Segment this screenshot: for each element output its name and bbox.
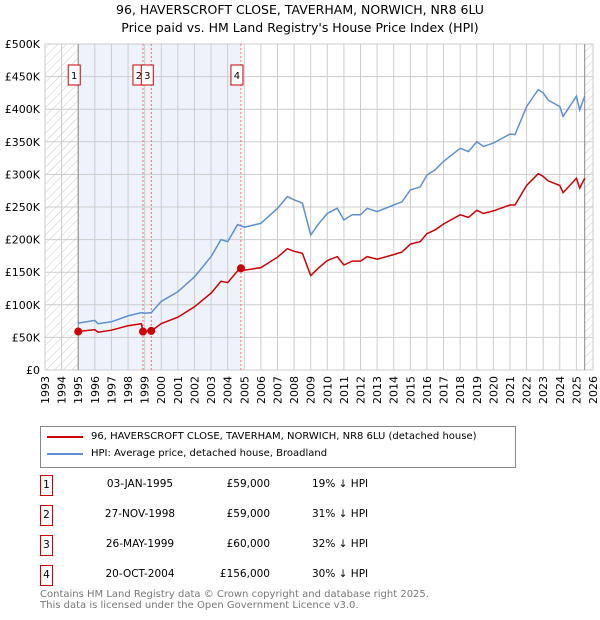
- sale-label-box: [140, 64, 154, 86]
- sale-price: £156,000: [219, 568, 270, 580]
- x-tick-label: 1995: [72, 376, 85, 404]
- y-tick-label: £50K: [12, 331, 41, 344]
- y-tick-label: £250K: [5, 201, 41, 214]
- sale-number-badge: 2: [40, 505, 53, 526]
- y-tick-label: £400K: [5, 103, 41, 116]
- x-tick-label: 2015: [404, 376, 417, 404]
- x-tick-label: 2019: [471, 376, 484, 404]
- y-tick-label: £200K: [5, 234, 41, 247]
- x-tick-label: 2025: [570, 376, 583, 404]
- property-price-line: [78, 172, 586, 333]
- sale-hpi-diff: 19% ↓ HPI: [312, 478, 369, 490]
- table-row: 1 03-JAN-1995 £59,000 19% ↓ HPI: [40, 475, 440, 496]
- x-tick-label: 2023: [537, 376, 550, 404]
- x-tick-label: 1997: [105, 376, 118, 404]
- sale-label-box: [230, 64, 244, 86]
- x-tick-label: 2026: [587, 376, 600, 404]
- x-tick-label: 2001: [172, 376, 185, 404]
- chart-subtitle: Price paid vs. HM Land Registry's House …: [121, 20, 478, 35]
- x-tick-label: 2016: [421, 376, 434, 404]
- x-tick-label: 2003: [205, 376, 218, 404]
- sale-label: 4: [234, 71, 240, 82]
- sale-label: 1: [71, 71, 77, 82]
- sale-hpi-diff: 32% ↓ HPI: [312, 538, 369, 550]
- sale-hpi-diff: 30% ↓ HPI: [312, 568, 369, 580]
- legend-swatch-red: [47, 435, 83, 438]
- chart-title: 96, HAVERSCROFT CLOSE, TAVERHAM, NORWICH…: [116, 2, 484, 17]
- sale-point: [147, 326, 156, 335]
- x-tick-label: 2006: [255, 376, 268, 404]
- footer-line: This data is licensed under the Open Gov…: [40, 599, 359, 611]
- sale-date: 26-MAY-1999: [105, 538, 175, 550]
- x-tick-label: 1999: [139, 376, 152, 404]
- sale-label: 3: [144, 71, 150, 82]
- sale-label: 2: [136, 71, 142, 82]
- x-tick-label: 2014: [388, 376, 401, 404]
- legend-item-hpi: HPI: Average price, detached house, Broa…: [47, 448, 327, 459]
- sale-point: [236, 264, 245, 273]
- sale-date: 03-JAN-1995: [106, 478, 174, 490]
- y-tick-label: £300K: [5, 168, 41, 181]
- x-tick-label: 2005: [238, 376, 251, 404]
- sale-label-box: [67, 64, 81, 86]
- x-tick-label: 2004: [222, 376, 235, 404]
- x-tick-label: 2007: [271, 376, 284, 404]
- x-tick-label: 2010: [321, 376, 334, 404]
- x-tick-label: 2011: [338, 376, 351, 404]
- x-tick-label: 1996: [89, 376, 102, 404]
- y-tick-label: £350K: [5, 136, 41, 149]
- table-row: 3 26-MAY-1999 £60,000 32% ↓ HPI: [40, 535, 440, 556]
- x-tick-label: 2024: [554, 376, 567, 404]
- sale-number-badge: 4: [40, 565, 53, 586]
- sale-date: 20-OCT-2004: [105, 568, 175, 580]
- table-row: 4 20-OCT-2004 £156,000 30% ↓ HPI: [40, 565, 440, 586]
- x-tick-label: 2022: [521, 376, 534, 404]
- sale-point: [138, 327, 147, 336]
- legend: 96, HAVERSCROFT CLOSE, TAVERHAM, NORWICH…: [40, 426, 516, 468]
- y-tick-label: £150K: [5, 266, 41, 279]
- x-tick-label: 1998: [122, 376, 135, 404]
- price-chart: 96, HAVERSCROFT CLOSE, TAVERHAM, NORWICH…: [5, 2, 600, 404]
- y-tick-label: £500K: [5, 38, 41, 51]
- y-tick-label: £0: [26, 364, 40, 377]
- sale-number-badge: 3: [40, 535, 53, 556]
- sale-price: £59,000: [226, 478, 270, 490]
- x-tick-label: 2013: [371, 376, 384, 404]
- y-tick-label: £450K: [5, 71, 41, 84]
- footer-line: Contains HM Land Registry data © Crown c…: [40, 589, 429, 600]
- x-tick-label: 2008: [288, 376, 301, 404]
- x-tick-label: 2021: [504, 376, 517, 404]
- x-tick-label: 2020: [487, 376, 500, 404]
- legend-label: HPI: Average price, detached house, Broa…: [91, 448, 328, 459]
- sale-price: £60,000: [226, 538, 270, 550]
- x-tick-label: 2009: [305, 376, 318, 404]
- x-tick-label: 1994: [56, 376, 69, 404]
- sale-point: [74, 327, 83, 336]
- sale-hpi-diff: 31% ↓ HPI: [312, 508, 369, 520]
- x-tick-label: 2017: [438, 376, 451, 404]
- legend-item-property: 96, HAVERSCROFT CLOSE, TAVERHAM, NORWICH…: [47, 431, 477, 442]
- footer-attribution: Contains HM Land Registry data © Crown c…: [40, 589, 429, 611]
- x-tick-label: 2002: [188, 376, 201, 404]
- legend-swatch-blue: [47, 452, 83, 455]
- x-tick-label: 1993: [39, 376, 52, 404]
- sale-number-badge: 1: [40, 475, 53, 496]
- sale-date: 27-NOV-1998: [104, 508, 176, 520]
- x-tick-label: 2012: [355, 376, 368, 404]
- hpi-line: [78, 88, 586, 325]
- sale-price: £59,000: [226, 508, 270, 520]
- x-tick-label: 2018: [454, 376, 467, 404]
- legend-label: 96, HAVERSCROFT CLOSE, TAVERHAM, NORWICH…: [91, 431, 477, 442]
- x-tick-label: 2000: [155, 376, 168, 404]
- y-tick-label: £100K: [5, 299, 41, 312]
- table-row: 2 27-NOV-1998 £59,000 31% ↓ HPI: [40, 505, 440, 526]
